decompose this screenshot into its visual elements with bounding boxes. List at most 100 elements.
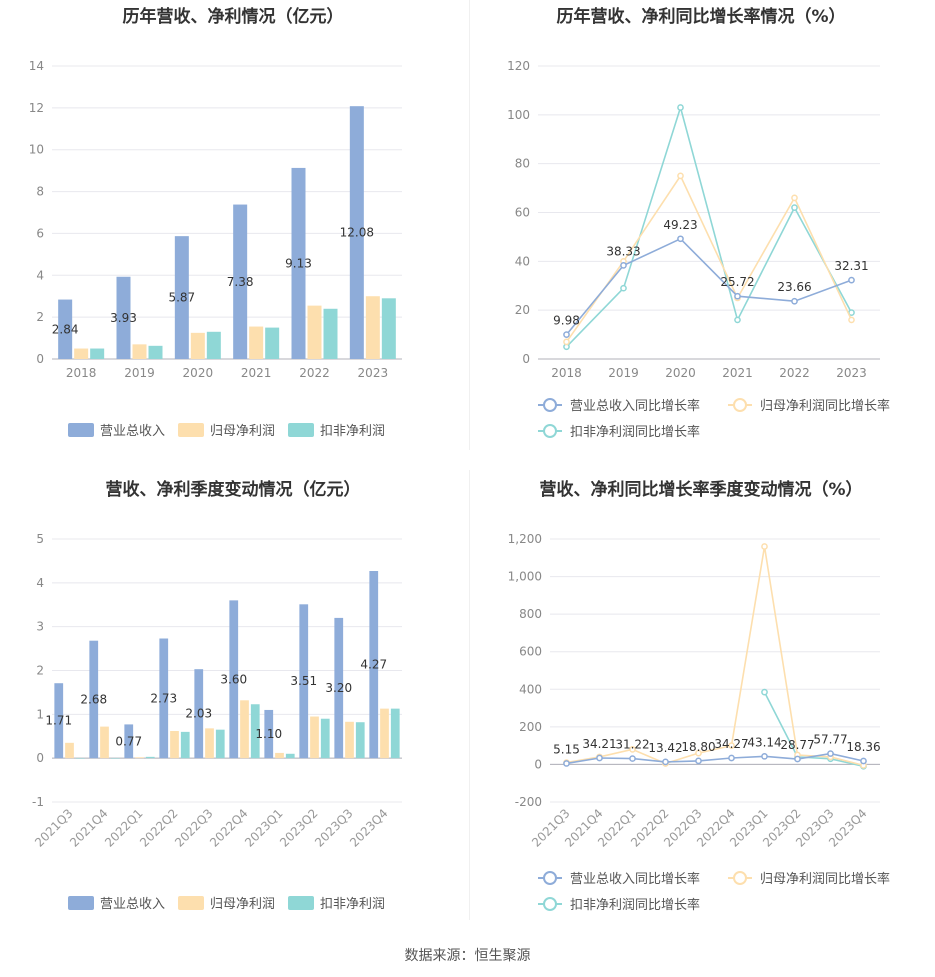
bar: [194, 669, 204, 759]
bar: [174, 236, 189, 359]
chart-panel-annual-amount: 历年营收、净利情况（亿元） 0 2 4 6 8 10 12 14 2018 2019 2020 2021…: [0, 0, 467, 470]
x-tick-label: 2019: [608, 366, 639, 380]
data-point: [629, 755, 636, 762]
y-tick-label: 1: [36, 707, 44, 721]
data-point: [791, 194, 798, 202]
data-label: 57.77: [813, 733, 847, 747]
data-label: 5.15: [553, 742, 580, 756]
y-tick-label: 5: [36, 532, 44, 546]
chart-title: 营收、净利同比增长率季度变动情况（%）: [539, 479, 862, 500]
chart-panel-quarterly-growth: 营收、净利同比增长率季度变动情况（%） -200 0 200 400 600 800 1,00…: [468, 470, 935, 940]
data-point: [761, 752, 768, 760]
legend-swatch: [178, 423, 204, 437]
data-label: 43.14: [747, 735, 781, 749]
bar: [233, 204, 248, 359]
bar: [299, 604, 309, 759]
bar: [135, 757, 144, 759]
y-tick-label: 60: [515, 206, 530, 220]
data-label: 4.27: [360, 658, 387, 672]
legend-label: 扣非净利润同比增长率: [570, 424, 700, 440]
chart-title: 历年营收、净利同比增长率情况（%）: [556, 6, 845, 27]
legend-label: 扣非净利润: [320, 897, 385, 912]
bar: [320, 718, 330, 759]
legend-label: 归母净利润: [210, 424, 275, 439]
x-tick-label: 2018: [66, 366, 97, 380]
data-point: [629, 746, 636, 753]
data-label: 18.36: [846, 740, 880, 754]
bar: [145, 756, 155, 759]
data-point: [728, 754, 735, 762]
annual-amount-chart: 历年营收、净利情况（亿元） 0 2 4 6 8 10 12 14 2018 2019 2020 2021…: [29, 6, 402, 439]
data-label: 2.68: [80, 692, 107, 706]
bar: [345, 721, 354, 759]
bar: [206, 331, 221, 359]
data-point: [596, 754, 603, 762]
y-tick-label: 4: [36, 268, 44, 282]
series-line: [763, 691, 864, 768]
y-tick-label: 1,200: [508, 532, 542, 546]
data-label: 5.87: [168, 291, 195, 305]
legend-swatch: [543, 398, 557, 412]
y-tick-label: 2: [36, 664, 44, 678]
legend-swatch: [68, 423, 94, 437]
data-point: [860, 757, 867, 765]
data-label: 12.08: [340, 226, 374, 240]
y-tick-label: 2: [36, 310, 44, 324]
bar: [132, 344, 147, 359]
legend-swatch: [68, 896, 94, 910]
bar: [310, 716, 319, 759]
y-tick-label: 600: [519, 645, 542, 659]
y-tick-label: 800: [519, 607, 542, 621]
bar: [307, 305, 322, 359]
x-tick-label: 2022: [779, 366, 810, 380]
data-source-note: 数据来源：恒生聚源: [404, 948, 531, 964]
legend-swatch: [543, 871, 557, 885]
data-point: [677, 235, 684, 243]
legend-label: 归母净利润同比增长率: [760, 871, 890, 887]
data-label: 1.71: [45, 714, 72, 728]
data-point: [620, 262, 627, 269]
x-tick-label: 2021: [722, 366, 753, 380]
bar: [349, 106, 364, 359]
y-tick-label: 20: [515, 303, 530, 317]
bar: [190, 332, 205, 359]
y-tick-label: 40: [515, 254, 530, 268]
y-tick-label: 0: [36, 352, 44, 366]
data-point: [677, 172, 684, 180]
data-label: 2.84: [52, 322, 79, 336]
x-tick-label: 2023: [836, 366, 867, 380]
data-point: [734, 316, 741, 324]
panel-divider-top: [469, 0, 470, 450]
data-point: [761, 688, 768, 696]
data-point: [677, 104, 684, 111]
x-tick-label: 2019: [124, 366, 155, 380]
data-point: [662, 758, 669, 766]
bar: [355, 722, 365, 759]
y-tick-label: 400: [519, 682, 542, 696]
bar: [365, 296, 380, 359]
data-point: [620, 284, 627, 292]
data-label: 3.20: [325, 681, 352, 695]
data-label: 3.93: [110, 311, 137, 325]
data-label: 9.98: [553, 314, 580, 328]
bar: [265, 327, 280, 359]
legend-label: 扣非净利润: [320, 424, 385, 439]
legend-label: 归母净利润同比增长率: [760, 398, 890, 414]
bar: [74, 348, 89, 359]
data-label: 9.13: [285, 256, 312, 270]
bar: [159, 638, 169, 759]
x-tick-label: 2020: [183, 366, 214, 380]
data-label: 3.51: [290, 674, 317, 688]
legend-label: 营业总收入: [100, 424, 165, 439]
x-tick-label: 2023Q4: [347, 806, 391, 850]
x-tick-label: 2023: [358, 366, 389, 380]
y-tick-label: -200: [515, 795, 542, 809]
data-label: 0.77: [115, 734, 142, 748]
bar: [264, 709, 274, 759]
bar: [110, 758, 120, 759]
bar: [381, 298, 396, 359]
data-label: 23.66: [777, 280, 811, 294]
series-line: [565, 174, 853, 343]
y-tick-label: 120: [507, 59, 530, 73]
series-line: [565, 104, 853, 348]
